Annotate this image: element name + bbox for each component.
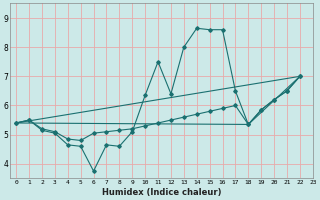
X-axis label: Humidex (Indice chaleur): Humidex (Indice chaleur) xyxy=(101,188,221,197)
